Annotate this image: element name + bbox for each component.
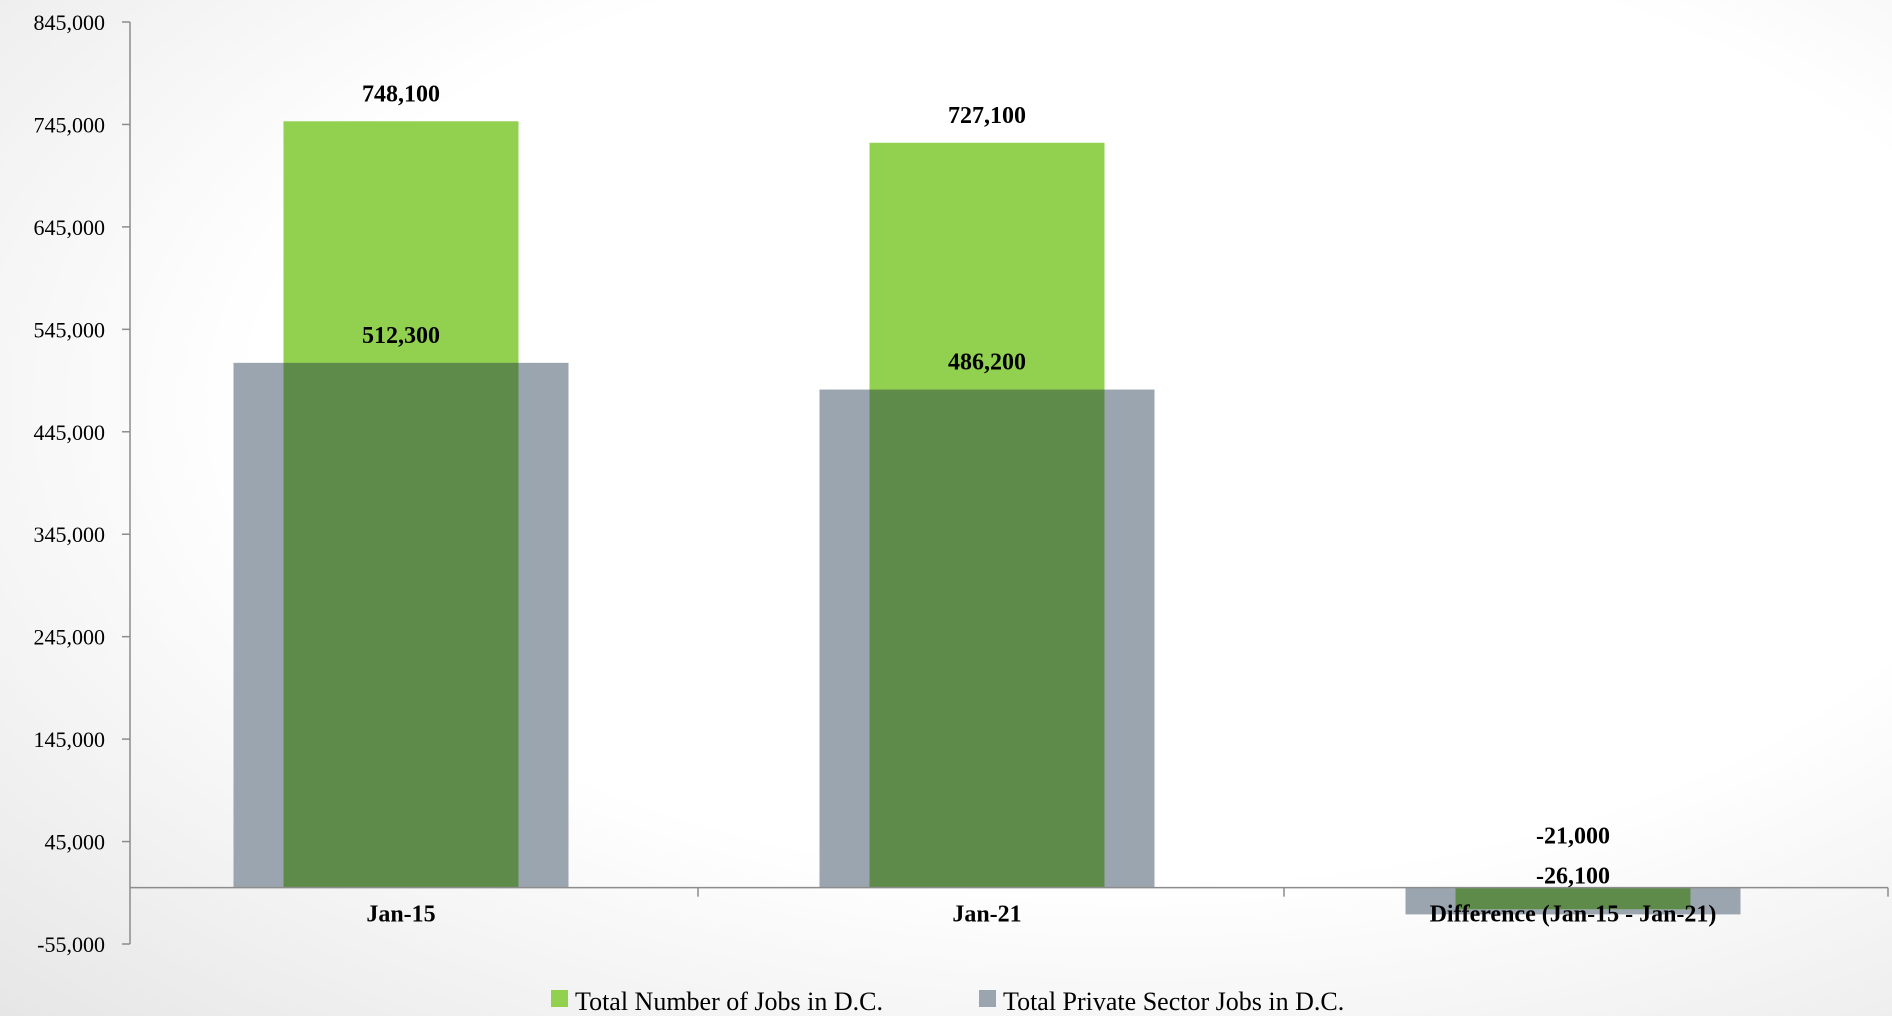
legend-label-total-jobs: Total Number of Jobs in D.C. <box>575 987 883 1016</box>
y-tick-label: 345,000 <box>34 522 106 547</box>
y-tick-label: 245,000 <box>34 625 106 650</box>
bar-overlap <box>1455 887 1691 910</box>
y-tick-label: 545,000 <box>34 317 106 342</box>
y-tick-label: 645,000 <box>34 215 106 240</box>
x-category-label: Jan-15 <box>366 902 435 928</box>
data-label-private-jobs: -26,100 <box>1536 864 1610 890</box>
y-axis: -55,000 45,000 145,000 245,000 345,000 445,00… <box>34 10 131 957</box>
data-label-total-jobs: 727,100 <box>948 103 1026 129</box>
bar-overlap <box>869 389 1105 888</box>
x-category-label: Difference (Jan-15 - Jan-21) <box>1430 902 1717 928</box>
y-tick-label: -55,000 <box>37 932 105 957</box>
data-label-private-jobs: 512,300 <box>362 323 440 349</box>
data-label-total-jobs: -21,000 <box>1536 824 1610 850</box>
y-tick-label: 45,000 <box>45 830 106 855</box>
legend-swatch-total-jobs <box>551 990 568 1007</box>
x-category-label: Jan-21 <box>952 902 1021 928</box>
bars <box>233 121 1741 915</box>
legend-label-private-jobs: Total Private Sector Jobs in D.C. <box>1003 987 1344 1016</box>
legend: Total Number of Jobs in D.C. Total Priva… <box>551 987 1344 1016</box>
data-label-total-jobs: 748,100 <box>362 81 440 107</box>
data-label-private-jobs: 486,200 <box>948 350 1026 376</box>
bar-overlap <box>283 362 519 888</box>
y-tick-label: 845,000 <box>34 10 106 35</box>
x-axis: Jan-15 Jan-21 Difference (Jan-15 - Jan-21) <box>130 886 1889 928</box>
data-labels: 748,100 512,300 727,100 486,200 -21,000 -26,1… <box>362 81 1610 889</box>
legend-swatch-private-jobs <box>979 990 996 1007</box>
y-tick-label: 745,000 <box>34 112 106 137</box>
y-tick-label: 145,000 <box>34 727 106 752</box>
y-tick-label: 445,000 <box>34 420 106 445</box>
